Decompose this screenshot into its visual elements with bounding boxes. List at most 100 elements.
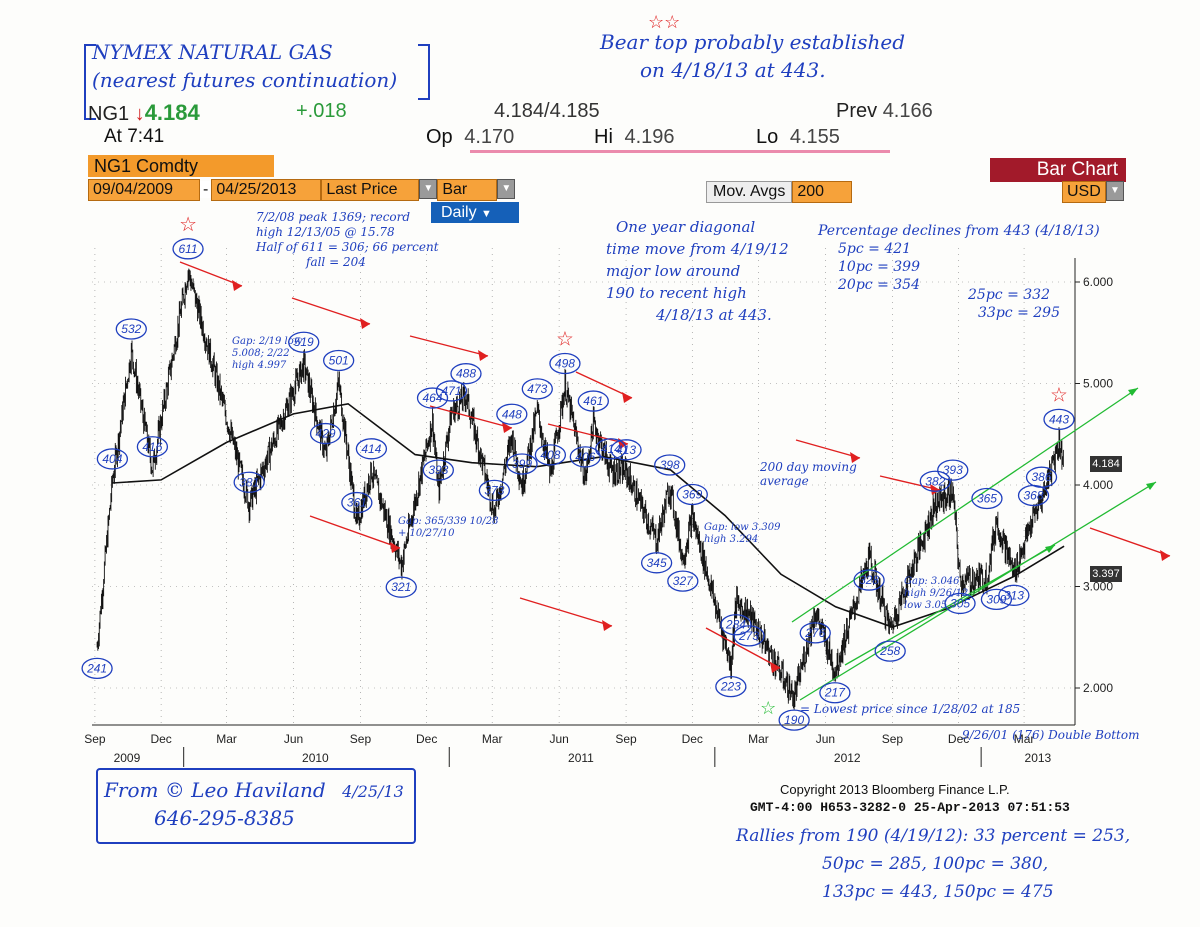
currency-select[interactable]: USD (1062, 181, 1106, 203)
bid-ask: 4.184/4.185 (494, 100, 600, 122)
circled-label: 461 (583, 394, 603, 408)
x-tick-label: Sep (882, 732, 904, 746)
circled-label: 276 (804, 626, 825, 640)
arrowhead-icon (1160, 550, 1170, 561)
x-tick-label: Jun (816, 732, 835, 746)
circled-label: 313 (1004, 588, 1024, 602)
diagonal-line-3: major low around (606, 262, 741, 280)
circled-label: 382 (925, 474, 945, 488)
arrowhead-icon (930, 484, 940, 495)
circled-label: 381 (239, 475, 259, 489)
title-annotation: NYMEX NATURAL GAS (nearest futures conti… (92, 40, 397, 92)
circled-label: 393 (943, 463, 963, 477)
circled-label-ring (534, 444, 567, 466)
field-select[interactable]: Last Price (321, 179, 420, 201)
peak-note-line-2: high 12/13/05 @ 15.78 (256, 225, 395, 239)
low-label: Lo (756, 126, 779, 148)
arrowhead-icon (478, 350, 488, 361)
end-date-input[interactable]: 04/25/2013 (211, 179, 322, 201)
author-note: From © Leo Haviland 4/25/13 646-295-8385 (104, 778, 404, 830)
rallies-line-1: Rallies from 190 (4/19/12): 33 percent =… (736, 826, 1131, 846)
diagonal-note: One year diagonal time move from 4/19/12… (606, 216, 789, 326)
circled-label-ring (355, 438, 388, 460)
downtrend-arrow (429, 405, 513, 429)
pct-20: 20pc = 354 (838, 277, 920, 293)
title-line-1: NYMEX NATURAL GAS (92, 40, 333, 64)
x-axis: Sep Dec Mar Jun Sep Dec Mar Jun Sep Dec Mar Jun Sep D… (84, 732, 1052, 767)
circled-label: 408 (540, 448, 560, 462)
downtrend-arrow (519, 597, 613, 627)
percentage-declines-note-2: 25pc = 332 33pc = 295 (968, 286, 1060, 322)
mov-avgs-label[interactable]: Mov. Avgs (706, 181, 793, 203)
mov-avgs-input[interactable]: 200 (792, 181, 853, 203)
circled-label-ring (715, 676, 747, 698)
arrowhead-icon (850, 452, 860, 463)
circled-label: 532 (121, 322, 141, 336)
period-select[interactable]: Daily ▼ (431, 202, 519, 223)
circled-label: 429 (316, 427, 336, 441)
circled-label-ring (136, 436, 169, 458)
x-tick-label: Sep (350, 732, 372, 746)
chevron-down-icon[interactable] (419, 179, 438, 199)
chart-type-button[interactable]: Bar Chart (990, 158, 1126, 182)
moving-average-layer (112, 402, 1065, 628)
downtrend-arrow (409, 335, 489, 357)
arrowhead-icon (1045, 545, 1055, 553)
period-label: Daily (441, 204, 477, 221)
downtrend-arrow (1089, 527, 1171, 557)
start-date-input[interactable]: 09/04/2009 (88, 179, 200, 201)
chevron-down-icon[interactable] (497, 179, 516, 199)
star-icon: ☆ (760, 698, 776, 718)
x-year-label: 2009 (114, 751, 141, 765)
circled-label-ring (288, 331, 320, 353)
arrowhead-icon (390, 542, 400, 553)
circled-label: 328 (859, 573, 879, 587)
title-bracket-left (84, 44, 96, 120)
chart-style-select[interactable]: Bar (437, 179, 498, 201)
circled-label-ring (676, 483, 708, 506)
circled-label: 305 (950, 596, 970, 610)
star-icon: ☆ (1050, 384, 1068, 406)
circled-label-ring (96, 448, 129, 470)
percentage-declines-note: Percentage declines from 443 (4/18/13) 5… (818, 222, 1100, 294)
chevron-down-icon[interactable] (1106, 181, 1124, 201)
rallies-line-2: 50pc = 285, 100pc = 380, (822, 854, 1049, 874)
circled-label: 398 (660, 458, 680, 472)
x-tick-label: Jun (549, 732, 568, 746)
circled-label-ring (595, 438, 627, 460)
x-tick-label: Sep (84, 732, 106, 746)
circled-label: 611 (178, 242, 197, 256)
circled-label-ring (853, 569, 885, 591)
circled-label-ring (654, 454, 686, 476)
security-field[interactable]: NG1 Comdty (88, 155, 274, 177)
net-change: +.018 (296, 100, 347, 122)
previous-close: Prev 4.166 (836, 100, 933, 123)
x-tick-label: Mar (482, 732, 503, 746)
y-tick-label: 4.000 (1083, 478, 1113, 492)
y-axis: 2.000 3.000 4.000 5.000 6.000 (1075, 275, 1113, 695)
gap-note-1: Gap: 2/19 low 5.008; 2/22 high 4.997 (232, 336, 303, 371)
circled-label: 217 (824, 686, 846, 700)
circled-label-ring (115, 318, 147, 340)
uptrend-line (799, 481, 1157, 701)
gap-note-3: Gap: low 3.309 high 3.294 (704, 522, 781, 545)
x-tick-label: Sep (615, 732, 637, 746)
circled-label: 373 (484, 483, 504, 497)
circled-label: 416 (142, 440, 162, 454)
circled-label: 519 (294, 335, 314, 349)
circled-label-ring (799, 622, 831, 644)
peak-note-line-4: fall = 204 (306, 255, 366, 269)
pct-5: 5pc = 421 (838, 241, 912, 257)
x-tick-label: Dec (682, 732, 703, 746)
x-tick-label: Jun (284, 732, 303, 746)
circled-label: 361 (347, 496, 367, 510)
downtrend-arrow (547, 423, 629, 445)
circled-label-ring (309, 422, 342, 445)
author-box (96, 768, 416, 844)
circled-label: 345 (647, 556, 667, 570)
y-tick-label: 2.000 (1083, 681, 1113, 695)
x-tick-label: Dec (150, 732, 171, 746)
circled-label-ring (778, 709, 810, 731)
arrowhead-icon (360, 318, 370, 329)
circled-label: 327 (673, 574, 694, 588)
